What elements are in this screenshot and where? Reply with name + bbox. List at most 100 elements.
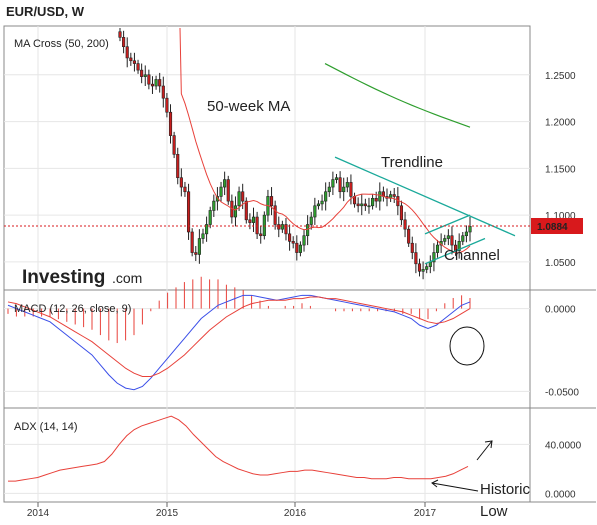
- candle-body: [331, 179, 335, 188]
- investing-logo-suffix: .com: [112, 270, 142, 286]
- candle-body: [165, 97, 169, 113]
- trendline: [334, 156, 516, 237]
- candle-body: [237, 191, 241, 207]
- y-tick-label: 0.0000: [545, 305, 576, 316]
- candle-body: [457, 241, 461, 251]
- candle-body: [371, 198, 375, 207]
- candle-body: [212, 200, 216, 211]
- signal-line: [7, 296, 471, 378]
- candle-body: [122, 37, 126, 48]
- candle-body: [143, 74, 147, 77]
- candle-body: [262, 214, 266, 237]
- y-tick-label: 1.1500: [545, 164, 576, 175]
- y-tick-label: 0.0000: [545, 489, 576, 500]
- candle-body: [407, 228, 411, 244]
- x-tick-label: 2015: [156, 508, 179, 519]
- candle-body: [219, 186, 223, 197]
- candle-body: [118, 31, 122, 38]
- candle-body: [277, 224, 281, 230]
- x-tick-label: 2017: [414, 508, 437, 519]
- y-tick-label: 40.0000: [545, 440, 582, 451]
- y-tick-label: 1.0500: [545, 258, 576, 269]
- candle-body: [244, 200, 248, 221]
- candle-body: [403, 219, 407, 230]
- candle-body: [248, 219, 252, 223]
- candle-body: [223, 179, 227, 188]
- candle-body: [363, 203, 367, 207]
- candle-body: [417, 263, 422, 272]
- candle-body: [269, 196, 274, 207]
- historic-low-arrow-head: [431, 479, 439, 488]
- trendline-annotation: Trendline: [381, 154, 443, 171]
- candle-body: [176, 154, 180, 179]
- chart-title: EUR/USD, W: [6, 4, 85, 19]
- candle-body: [468, 226, 472, 233]
- candle-body: [241, 191, 245, 202]
- candle-body: [186, 191, 191, 233]
- macd-highlight-circle: [449, 326, 485, 366]
- up-arrow-head: [484, 440, 493, 449]
- candle-body: [450, 235, 454, 246]
- candle-body: [309, 216, 313, 225]
- channel-annotation: Channel: [444, 247, 500, 264]
- candle-body: [295, 242, 299, 253]
- candle-body: [172, 135, 176, 155]
- candle-body: [342, 186, 346, 193]
- candle-body: [150, 83, 155, 87]
- investing-logo: Investing: [22, 267, 105, 288]
- candle-body: [399, 205, 404, 221]
- y-tick-label: 1.2000: [545, 118, 576, 129]
- candle-body: [414, 252, 418, 265]
- candle-body: [320, 200, 324, 205]
- candle-body: [147, 74, 151, 85]
- candle-body: [345, 182, 349, 188]
- candle-body: [461, 235, 465, 242]
- candle-body: [327, 186, 331, 193]
- candle-body: [435, 244, 440, 253]
- candle-body: [324, 191, 328, 202]
- candle-body: [291, 241, 295, 244]
- candle-body: [251, 216, 256, 223]
- y-tick-label: -0.0500: [545, 387, 579, 398]
- candle-body: [179, 177, 183, 188]
- candle-body: [154, 79, 158, 87]
- candle-body: [183, 186, 187, 193]
- candle-body: [205, 224, 209, 235]
- x-tick-label: 2016: [284, 508, 307, 519]
- candle-body: [410, 242, 414, 253]
- channel-upper-line: [424, 214, 471, 235]
- candle-body: [421, 269, 425, 272]
- channel-lower-line: [424, 237, 486, 265]
- candle-body: [201, 233, 205, 239]
- y-tick-label: 1.1000: [545, 211, 576, 222]
- macd-panel-title: MACD (12, 26, close, 9): [14, 303, 131, 315]
- candle-body: [356, 203, 360, 207]
- last-price-label: 1.0884: [537, 222, 568, 233]
- last-price-tag: [531, 217, 583, 234]
- chart-frame: [3, 25, 531, 503]
- candle-body: [140, 69, 144, 77]
- candle-body: [302, 235, 306, 246]
- candle-body: [259, 233, 263, 237]
- candle-body: [284, 224, 288, 235]
- historic-low-arrow: [431, 482, 479, 492]
- ma50-line: [179, 27, 471, 254]
- candle-body: [273, 205, 277, 225]
- y-tick-label: 1.2500: [545, 71, 576, 82]
- candle-body: [313, 205, 317, 218]
- candle-body: [255, 216, 259, 235]
- candle-body: [194, 252, 198, 255]
- candle-body: [226, 179, 230, 202]
- candle-body: [208, 210, 212, 225]
- candle-body: [338, 177, 342, 193]
- candle-body: [334, 177, 339, 180]
- candle-body: [360, 203, 364, 207]
- ma200-line: [324, 63, 471, 128]
- candle-body: [233, 205, 238, 218]
- candle-body: [125, 46, 129, 59]
- candle-body: [316, 203, 321, 207]
- candle-body: [190, 231, 194, 253]
- candle-body: [432, 252, 436, 263]
- low-annotation: Low: [480, 503, 508, 520]
